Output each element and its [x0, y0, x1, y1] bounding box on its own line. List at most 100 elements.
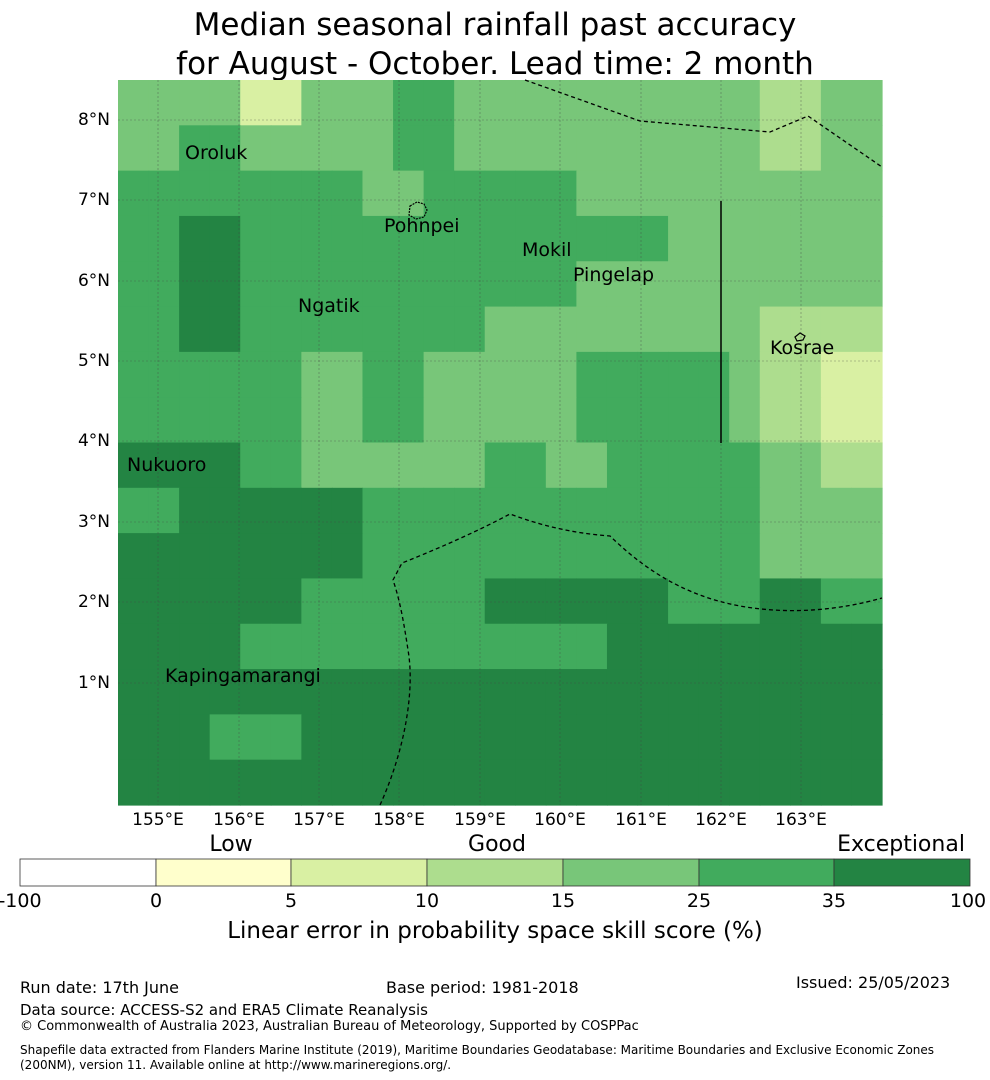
colorbar-tick-label: 100 — [949, 890, 987, 912]
grid-cell — [729, 351, 761, 398]
grid-cell — [759, 351, 791, 398]
grid-cell — [484, 306, 516, 353]
grid-cell — [118, 125, 150, 172]
grid-cell — [637, 397, 669, 444]
grid-cell — [820, 442, 853, 489]
grid-cell — [209, 306, 241, 353]
grid-cell — [454, 533, 486, 580]
grid-cell — [637, 351, 669, 398]
grid-cell — [759, 714, 791, 761]
grid-cell — [301, 578, 333, 625]
grid-cell — [515, 170, 547, 217]
grid-cell — [270, 351, 302, 398]
grid-cell — [820, 215, 853, 262]
grid-cell — [209, 125, 241, 172]
grid-cell — [331, 261, 364, 308]
grid-cell — [209, 533, 241, 580]
grid-cell — [393, 125, 425, 172]
grid-cell — [454, 487, 486, 534]
grid-cell — [393, 170, 425, 217]
grid-cell — [515, 623, 547, 670]
grid-cell — [362, 487, 394, 534]
grid-cell — [637, 125, 669, 172]
grid-cell — [423, 442, 455, 489]
grid-cell — [179, 623, 211, 670]
grid-cell — [454, 170, 486, 217]
grid-cell — [301, 306, 333, 353]
grid-cell — [606, 533, 639, 580]
grid-cell — [606, 442, 639, 489]
grid-cell — [270, 306, 302, 353]
grid-cell — [270, 442, 302, 489]
grid-cell — [301, 351, 333, 398]
grid-cell — [362, 306, 394, 353]
grid-cell — [759, 578, 791, 625]
grid-cell — [301, 533, 333, 580]
grid-cell — [668, 759, 700, 806]
grid-cell — [698, 351, 730, 398]
lon-label-160e: 160°E — [534, 810, 586, 830]
grid-cell — [851, 759, 883, 806]
grid-cell — [729, 80, 761, 126]
grid-cell — [515, 215, 547, 262]
grid-cell — [851, 170, 883, 217]
grid-cell — [729, 215, 761, 262]
grid-cell — [148, 397, 180, 444]
grid-cell — [393, 714, 425, 761]
grid-cell — [240, 397, 272, 444]
grid-cell — [729, 533, 761, 580]
grid-cell — [209, 397, 241, 444]
grid-cell — [179, 487, 211, 534]
grid-cell — [301, 759, 333, 806]
grid-cell — [851, 125, 883, 172]
grid-cell — [209, 759, 241, 806]
grid-cell — [148, 306, 180, 353]
grid-cell — [790, 261, 822, 308]
grid-cell — [484, 397, 516, 444]
grid-cell — [729, 578, 761, 625]
map-title-line-1: Median seasonal rainfall past accuracy — [193, 7, 797, 43]
grid-cell — [362, 351, 394, 398]
skill-grid — [118, 80, 883, 806]
grid-cell — [637, 759, 669, 806]
grid-cell — [484, 215, 516, 262]
grid-cell — [331, 533, 364, 580]
grid-cell — [515, 261, 547, 308]
grid-cell — [301, 80, 333, 126]
grid-cell — [362, 442, 394, 489]
grid-cell — [820, 80, 853, 126]
grid-cell — [820, 714, 853, 761]
grid-cell — [423, 759, 455, 806]
grid-cell — [118, 623, 150, 670]
grid-cell — [331, 215, 364, 262]
grid-cell — [545, 306, 577, 353]
grid-cell — [545, 261, 577, 308]
grid-cell — [179, 669, 211, 715]
grid-cell — [301, 487, 333, 534]
grid-cell — [423, 80, 455, 126]
grid-cell — [423, 170, 455, 217]
eez-boundaries — [379, 79, 883, 806]
grid-cell — [515, 578, 547, 625]
legend-category-low: Low — [209, 832, 253, 857]
grid-cell — [240, 215, 272, 262]
grid-cell — [790, 669, 822, 715]
grid-cell — [484, 669, 516, 715]
place-label-oroluk: Oroluk — [185, 142, 248, 164]
grid-cell — [240, 623, 272, 670]
grid-cell — [637, 170, 669, 217]
grid-cell — [820, 125, 853, 172]
kosrae-island-outline — [794, 332, 806, 342]
grid-cell — [698, 261, 730, 308]
grid-cell — [423, 215, 455, 262]
grid-cell — [698, 578, 730, 625]
legend-category-exceptional: Exceptional — [837, 832, 965, 857]
place-label-nukuoro: Nukuoro — [127, 454, 207, 476]
grid-cell — [148, 669, 180, 715]
grid-cell — [576, 125, 608, 172]
grid-cell — [759, 759, 791, 806]
grid-cell — [851, 623, 883, 670]
grid-cell — [270, 487, 302, 534]
grid-cell — [148, 125, 180, 172]
grid-cell — [301, 669, 333, 715]
